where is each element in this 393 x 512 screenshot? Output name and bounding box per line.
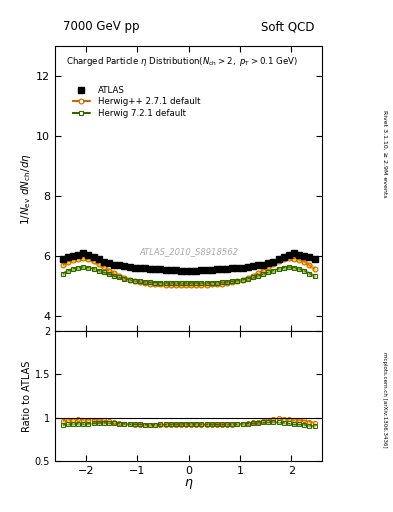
- Y-axis label: $1/N_{\rm ev}\ dN_{\rm ch}/d\eta$: $1/N_{\rm ev}\ dN_{\rm ch}/d\eta$: [19, 153, 33, 225]
- Text: Soft QCD: Soft QCD: [261, 20, 314, 33]
- X-axis label: $\eta$: $\eta$: [184, 477, 193, 491]
- Text: 7000 GeV pp: 7000 GeV pp: [63, 20, 140, 33]
- Text: mcplots.cern.ch [arXiv:1306.3436]: mcplots.cern.ch [arXiv:1306.3436]: [382, 352, 387, 447]
- Y-axis label: Ratio to ATLAS: Ratio to ATLAS: [22, 360, 32, 432]
- Text: ATLAS_2010_S8918562: ATLAS_2010_S8918562: [139, 247, 238, 256]
- Legend: ATLAS, Herwig++ 2.7.1 default, Herwig 7.2.1 default: ATLAS, Herwig++ 2.7.1 default, Herwig 7.…: [70, 84, 202, 119]
- Text: Rivet 3.1.10, ≥ 2.9M events: Rivet 3.1.10, ≥ 2.9M events: [382, 110, 387, 198]
- Text: Charged Particle $\eta$ Distribution($N_{\rm ch} > 2,\ p_{\rm T} > 0.1\ \rm GeV$: Charged Particle $\eta$ Distribution($N_…: [66, 55, 298, 68]
